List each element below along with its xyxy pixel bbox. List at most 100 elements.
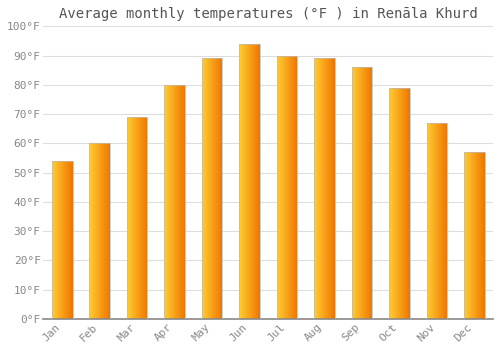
Bar bbox=[60, 161, 61, 319]
Bar bbox=[67, 161, 68, 319]
Bar bbox=[166, 85, 167, 319]
Bar bbox=[63, 161, 64, 319]
Bar bbox=[104, 143, 105, 319]
Bar bbox=[446, 123, 447, 319]
Bar bbox=[92, 143, 93, 319]
Bar bbox=[296, 56, 298, 319]
Bar bbox=[130, 117, 131, 319]
Bar bbox=[317, 58, 318, 319]
Bar bbox=[247, 44, 248, 319]
Bar bbox=[242, 44, 244, 319]
Bar bbox=[408, 88, 409, 319]
Bar bbox=[405, 88, 406, 319]
Bar bbox=[144, 117, 146, 319]
Bar bbox=[244, 44, 246, 319]
Bar bbox=[171, 85, 172, 319]
Bar bbox=[202, 58, 203, 319]
Bar bbox=[220, 58, 221, 319]
Bar bbox=[473, 152, 474, 319]
Bar bbox=[210, 58, 212, 319]
Bar bbox=[254, 44, 255, 319]
Bar bbox=[357, 67, 358, 319]
Bar bbox=[464, 152, 466, 319]
Bar bbox=[359, 67, 360, 319]
Bar bbox=[467, 152, 468, 319]
Bar bbox=[327, 58, 328, 319]
Bar bbox=[106, 143, 107, 319]
Bar bbox=[140, 117, 141, 319]
Bar bbox=[475, 152, 476, 319]
Title: Average monthly temperatures (°F ) in Renāla Khurd: Average monthly temperatures (°F ) in Re… bbox=[59, 7, 478, 21]
Bar bbox=[56, 161, 58, 319]
Bar bbox=[368, 67, 369, 319]
Bar bbox=[371, 67, 372, 319]
Bar bbox=[403, 88, 404, 319]
Bar bbox=[257, 44, 258, 319]
Bar bbox=[208, 58, 210, 319]
Bar bbox=[369, 67, 370, 319]
Bar bbox=[284, 56, 285, 319]
Bar bbox=[99, 143, 100, 319]
Bar bbox=[400, 88, 401, 319]
Bar bbox=[435, 123, 436, 319]
Bar bbox=[246, 44, 247, 319]
Bar bbox=[391, 88, 392, 319]
Bar bbox=[479, 152, 480, 319]
Bar bbox=[407, 88, 408, 319]
Bar bbox=[404, 88, 405, 319]
Bar bbox=[52, 161, 54, 319]
Bar bbox=[370, 67, 371, 319]
Bar bbox=[216, 58, 217, 319]
Bar bbox=[443, 123, 444, 319]
Bar bbox=[137, 117, 138, 319]
Bar bbox=[352, 67, 353, 319]
Bar bbox=[103, 143, 104, 319]
Bar bbox=[215, 58, 216, 319]
Bar bbox=[470, 152, 471, 319]
Bar bbox=[426, 123, 447, 319]
Bar bbox=[294, 56, 295, 319]
Bar bbox=[282, 56, 283, 319]
Bar bbox=[280, 56, 281, 319]
Bar bbox=[127, 117, 128, 319]
Bar bbox=[217, 58, 218, 319]
Bar bbox=[176, 85, 178, 319]
Bar bbox=[430, 123, 432, 319]
Bar bbox=[169, 85, 170, 319]
Bar bbox=[392, 88, 393, 319]
Bar bbox=[390, 88, 391, 319]
Bar bbox=[174, 85, 176, 319]
Bar bbox=[360, 67, 361, 319]
Bar bbox=[354, 67, 355, 319]
Bar bbox=[136, 117, 137, 319]
Bar bbox=[129, 117, 130, 319]
Bar bbox=[477, 152, 478, 319]
Bar bbox=[139, 117, 140, 319]
Bar bbox=[361, 67, 362, 319]
Bar bbox=[240, 44, 242, 319]
Bar bbox=[285, 56, 286, 319]
Bar bbox=[279, 56, 280, 319]
Bar bbox=[214, 58, 215, 319]
Bar bbox=[221, 58, 222, 319]
Bar bbox=[95, 143, 96, 319]
Bar bbox=[205, 58, 206, 319]
Bar bbox=[393, 88, 394, 319]
Bar bbox=[100, 143, 101, 319]
Bar bbox=[438, 123, 439, 319]
Bar bbox=[315, 58, 316, 319]
Bar bbox=[437, 123, 438, 319]
Bar bbox=[66, 161, 67, 319]
Bar bbox=[478, 152, 479, 319]
Bar bbox=[164, 85, 165, 319]
Bar bbox=[164, 85, 185, 319]
Bar bbox=[356, 67, 357, 319]
Bar bbox=[288, 56, 289, 319]
Bar bbox=[202, 58, 222, 319]
Bar bbox=[213, 58, 214, 319]
Bar bbox=[291, 56, 292, 319]
Bar bbox=[184, 85, 185, 319]
Bar bbox=[255, 44, 256, 319]
Bar bbox=[289, 56, 290, 319]
Bar bbox=[128, 117, 129, 319]
